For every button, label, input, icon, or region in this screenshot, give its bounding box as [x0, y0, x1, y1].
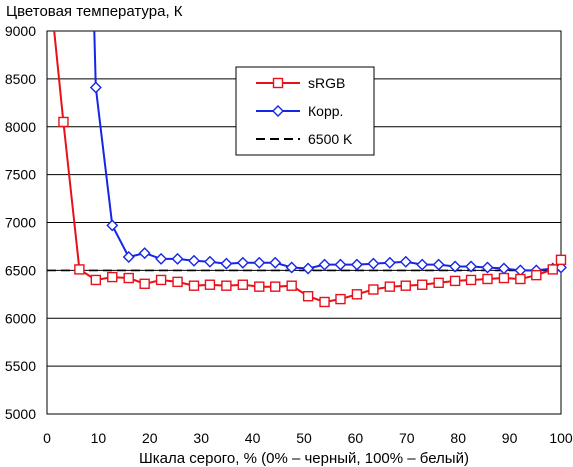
y-tick-label: 5500	[5, 358, 36, 374]
y-tick-label: 6000	[5, 310, 36, 326]
data-point-square	[123, 272, 134, 284]
data-point-square	[90, 274, 102, 286]
x-tick-label: 50	[296, 430, 312, 446]
data-point-square	[417, 279, 428, 290]
data-point-diamond	[89, 81, 102, 94]
data-point-square	[465, 274, 477, 286]
data-point-diamond	[383, 256, 396, 269]
data-point-diamond	[481, 261, 494, 274]
data-point-diamond	[106, 219, 119, 232]
data-point-diamond	[449, 260, 462, 273]
data-point-square	[58, 116, 69, 128]
data-point-square	[515, 273, 526, 285]
data-point-diamond	[334, 258, 347, 271]
y-tick-label: 6500	[5, 262, 36, 278]
x-tick-label: 60	[348, 430, 364, 446]
data-point-square	[172, 276, 183, 288]
x-tick-label: 80	[450, 430, 466, 446]
data-point-square	[188, 280, 200, 291]
data-point-diamond	[432, 258, 445, 271]
data-point-diamond	[465, 260, 478, 273]
y-tick-label: 9000	[5, 23, 36, 39]
data-point-square	[302, 291, 314, 302]
data-point-diamond	[155, 252, 168, 265]
data-point-diamond	[318, 258, 331, 271]
data-point-square	[254, 281, 265, 292]
x-axis-label: Шкала серого, % (0% – черный, 100% – бел…	[139, 450, 469, 467]
data-point-square	[547, 264, 558, 275]
data-point-diamond	[171, 252, 184, 265]
x-tick-label: 100	[549, 430, 573, 446]
legend-srgb-label: sRGB	[308, 75, 345, 91]
data-point-square	[221, 280, 232, 291]
data-point-square	[155, 274, 167, 286]
data-point-square	[351, 289, 363, 300]
y-tick-label: 8500	[5, 71, 36, 87]
data-point-square	[335, 293, 346, 305]
series-line-offscale-segment	[93, 30, 97, 88]
plot-area-frame	[46, 30, 562, 415]
data-point-square	[498, 272, 510, 284]
data-point-square	[400, 280, 411, 291]
data-point-diamond	[350, 258, 363, 271]
x-tick-label: 70	[399, 430, 415, 446]
series-srgb	[53, 30, 567, 308]
data-point-diamond	[302, 262, 315, 275]
data-point-square	[449, 275, 461, 287]
y-tick-label: 5000	[5, 406, 36, 422]
data-point-square	[555, 254, 567, 266]
data-point-square	[384, 281, 396, 292]
data-point-diamond	[497, 262, 510, 275]
data-point-diamond	[188, 254, 200, 267]
x-tick-label: 0	[43, 430, 51, 446]
y-tick-label: 8000	[5, 119, 36, 135]
data-point-diamond	[253, 256, 266, 269]
legend-srgb-marker	[272, 77, 284, 89]
data-point-diamond	[416, 258, 429, 271]
data-point-diamond	[367, 257, 380, 270]
series-layer	[47, 30, 567, 308]
legend: sRGB Корр. 6500 K	[235, 66, 375, 156]
data-point-diamond	[236, 256, 249, 269]
data-point-diamond	[269, 256, 282, 269]
data-point-diamond	[399, 255, 412, 268]
data-point-square	[482, 273, 493, 285]
y-tick-label: 7000	[5, 215, 36, 231]
x-tick-label: 90	[502, 430, 518, 446]
x-axis-tick-labels: 0 10 20 30 40 50 60 70 80 90 100	[43, 430, 573, 446]
data-point-square	[433, 277, 444, 289]
x-tick-label: 20	[142, 430, 158, 446]
chart-title: Цветовая температура, К	[6, 3, 183, 20]
legend-corr-label: Корр.	[308, 103, 343, 119]
x-tick-label: 40	[245, 430, 261, 446]
data-point-square	[237, 279, 249, 290]
x-tick-label: 30	[193, 430, 209, 446]
data-point-diamond	[203, 255, 216, 268]
y-axis-tick-labels: 5000 5500 6000 6500 7000 7500 8000 8500 9000	[5, 23, 36, 422]
data-point-square	[319, 296, 330, 308]
data-point-square	[531, 269, 542, 281]
series-line-offscale-segment	[53, 30, 65, 123]
data-point-square	[139, 278, 150, 289]
data-point-square	[107, 271, 118, 283]
legend-6500-label: 6500 K	[308, 131, 353, 147]
data-point-square	[286, 280, 297, 291]
data-point-diamond	[122, 250, 135, 263]
data-point-square	[368, 284, 379, 295]
data-point-diamond	[220, 257, 233, 270]
data-point-diamond	[285, 261, 298, 274]
data-point-diamond	[138, 247, 151, 260]
x-tick-label: 10	[91, 430, 107, 446]
data-point-square	[74, 264, 85, 275]
data-point-square	[270, 281, 281, 292]
data-point-square	[204, 279, 216, 290]
y-tick-label: 7500	[5, 167, 36, 183]
legend-corr-marker	[272, 105, 284, 117]
